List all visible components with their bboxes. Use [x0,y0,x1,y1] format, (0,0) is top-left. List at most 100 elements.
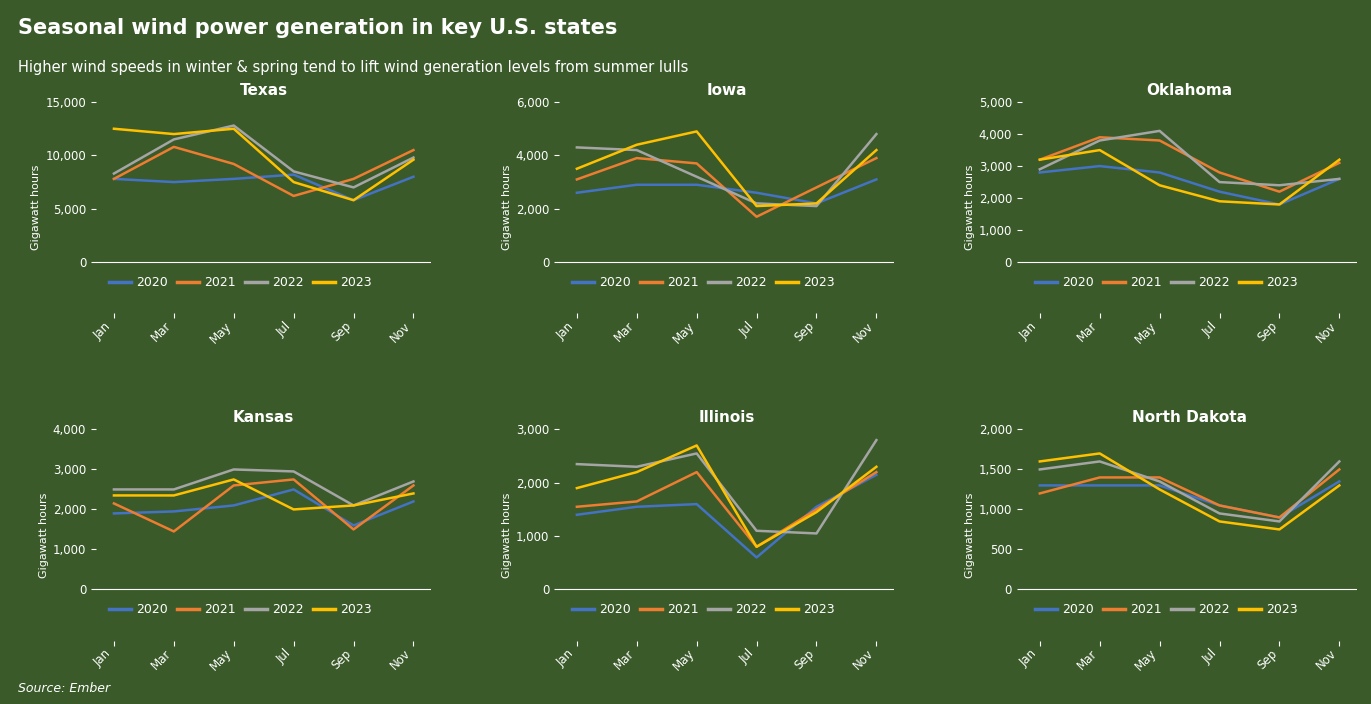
2023 [406,156,422,164]
2020 [106,175,122,183]
2022 [106,485,122,494]
2020 [166,178,182,187]
Title: Texas: Texas [240,83,288,98]
2021 [345,175,362,183]
2020 [345,521,362,529]
2020 [106,509,122,517]
2023 [285,505,302,514]
Line: 2023: 2023 [1039,150,1339,204]
2022 [569,460,585,468]
2023 [1091,146,1108,154]
2023 [406,489,422,498]
2021 [868,468,884,477]
2020 [1271,200,1287,208]
2022 [809,529,825,538]
2020 [1152,168,1168,177]
2020 [628,180,644,189]
Title: Illinois: Illinois [698,410,755,425]
2021 [1331,158,1348,167]
Title: North Dakota: North Dakota [1132,410,1248,425]
Legend: 2020, 2021, 2022, 2023: 2020, 2021, 2022, 2023 [572,276,835,289]
2023 [345,196,362,204]
2023 [1152,181,1168,189]
2021 [1271,513,1287,522]
2021 [1212,501,1228,510]
Line: 2020: 2020 [1039,482,1339,517]
2023 [868,463,884,471]
2022 [1271,517,1287,526]
Line: 2021: 2021 [114,147,414,196]
2022 [225,465,241,474]
2022 [1031,165,1047,173]
2021 [868,154,884,163]
Line: 2022: 2022 [1039,461,1339,522]
Line: 2020: 2020 [1039,166,1339,204]
2022 [1091,457,1108,465]
2021 [1091,133,1108,142]
2022 [1331,457,1348,465]
2022 [225,121,241,130]
Text: Source: Ember: Source: Ember [18,682,110,695]
Y-axis label: Gigawatt hours: Gigawatt hours [32,165,41,251]
2023 [166,130,182,138]
2021 [1271,187,1287,196]
2022 [406,153,422,162]
2021 [1031,489,1047,498]
Line: 2021: 2021 [577,158,876,217]
2020 [749,189,765,197]
2021 [285,191,302,200]
2022 [285,467,302,476]
2022 [406,477,422,486]
2020 [406,172,422,181]
Y-axis label: Gigawatt hours: Gigawatt hours [38,492,49,578]
Legend: 2020, 2021, 2022, 2023: 2020, 2021, 2022, 2023 [1035,276,1298,289]
Line: 2023: 2023 [577,132,876,206]
2020 [688,180,705,189]
2022 [1212,178,1228,187]
2021 [106,499,122,508]
Title: Oklahoma: Oklahoma [1146,83,1233,98]
2022 [628,463,644,471]
2023 [809,199,825,208]
2023 [1031,457,1047,465]
Line: 2021: 2021 [1039,137,1339,191]
2021 [569,175,585,184]
2022 [345,183,362,191]
Line: 2022: 2022 [577,440,876,534]
2023 [688,127,705,136]
Line: 2020: 2020 [577,474,876,558]
2023 [1331,156,1348,164]
2020 [1331,175,1348,183]
2023 [1152,485,1168,494]
2022 [1152,127,1168,135]
2020 [1152,482,1168,490]
2023 [569,165,585,173]
Legend: 2020, 2021, 2022, 2023: 2020, 2021, 2022, 2023 [108,276,372,289]
2022 [868,436,884,444]
2020 [1031,482,1047,490]
2020 [569,189,585,197]
2021 [406,146,422,154]
2023 [1331,482,1348,490]
2022 [1271,181,1287,189]
2022 [809,202,825,210]
2021 [1152,137,1168,145]
Line: 2023: 2023 [114,479,414,510]
2022 [749,527,765,535]
2023 [1271,200,1287,208]
2020 [345,196,362,204]
Title: Iowa: Iowa [706,83,747,98]
2022 [106,170,122,178]
2022 [285,167,302,175]
2022 [345,501,362,510]
Line: 2023: 2023 [114,129,414,200]
2020 [285,170,302,179]
2022 [688,172,705,181]
2023 [106,125,122,133]
2022 [868,130,884,138]
Y-axis label: Gigawatt hours: Gigawatt hours [502,492,511,578]
2020 [809,503,825,511]
2020 [1212,501,1228,510]
2023 [1031,156,1047,164]
2021 [749,543,765,551]
